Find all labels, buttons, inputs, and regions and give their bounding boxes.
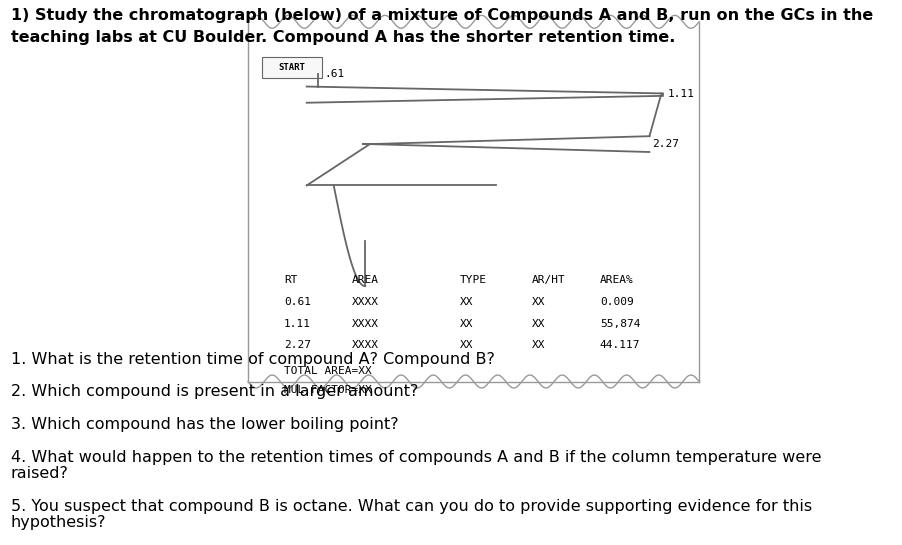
Text: 0.61: 0.61 — [284, 297, 311, 307]
Text: 2.27: 2.27 — [284, 340, 311, 350]
Text: 1) Study the chromatograph (below) of a mixture of Compounds A and B, run on the: 1) Study the chromatograph (below) of a … — [11, 8, 873, 23]
Text: XX: XX — [460, 340, 474, 350]
Text: AREA: AREA — [352, 275, 379, 286]
Text: 1.11: 1.11 — [667, 89, 695, 99]
Text: MUL FACTOR=XX: MUL FACTOR=XX — [284, 385, 372, 396]
Text: XXXX: XXXX — [352, 318, 379, 329]
Text: 5. You suspect that compound B is octane. What can you do to provide supporting : 5. You suspect that compound B is octane… — [11, 499, 812, 514]
Text: XXXX: XXXX — [352, 297, 379, 307]
Text: TOTAL AREA=XX: TOTAL AREA=XX — [284, 366, 372, 376]
Text: AREA%: AREA% — [600, 275, 633, 286]
Text: XX: XX — [532, 340, 546, 350]
Text: 3. Which compound has the lower boiling point?: 3. Which compound has the lower boiling … — [11, 417, 399, 432]
Text: START: START — [279, 63, 305, 71]
Text: 2.27: 2.27 — [651, 139, 678, 149]
Text: 4. What would happen to the retention times of compounds A and B if the column t: 4. What would happen to the retention ti… — [11, 450, 822, 465]
Text: TYPE: TYPE — [460, 275, 487, 286]
Text: XX: XX — [460, 297, 474, 307]
Text: teaching labs at CU Boulder. Compound A has the shorter retention time.: teaching labs at CU Boulder. Compound A … — [11, 30, 676, 45]
Text: 0.009: 0.009 — [600, 297, 633, 307]
Text: XX: XX — [460, 318, 474, 329]
Text: 44.117: 44.117 — [600, 340, 640, 350]
Text: XXXX: XXXX — [352, 340, 379, 350]
Text: XX: XX — [532, 318, 546, 329]
Text: 55,874: 55,874 — [600, 318, 640, 329]
Text: 1.11: 1.11 — [284, 318, 311, 329]
Text: .61: .61 — [325, 69, 345, 78]
FancyBboxPatch shape — [262, 57, 323, 77]
Text: XX: XX — [532, 297, 546, 307]
Text: RT: RT — [284, 275, 298, 286]
Text: 2. Which compound is present in a larger amount?: 2. Which compound is present in a larger… — [11, 384, 419, 399]
Text: raised?: raised? — [11, 466, 69, 481]
Text: hypothesis?: hypothesis? — [11, 515, 106, 530]
Text: AR/HT: AR/HT — [532, 275, 566, 286]
Text: 1. What is the retention time of compound A? Compound B?: 1. What is the retention time of compoun… — [11, 352, 494, 367]
